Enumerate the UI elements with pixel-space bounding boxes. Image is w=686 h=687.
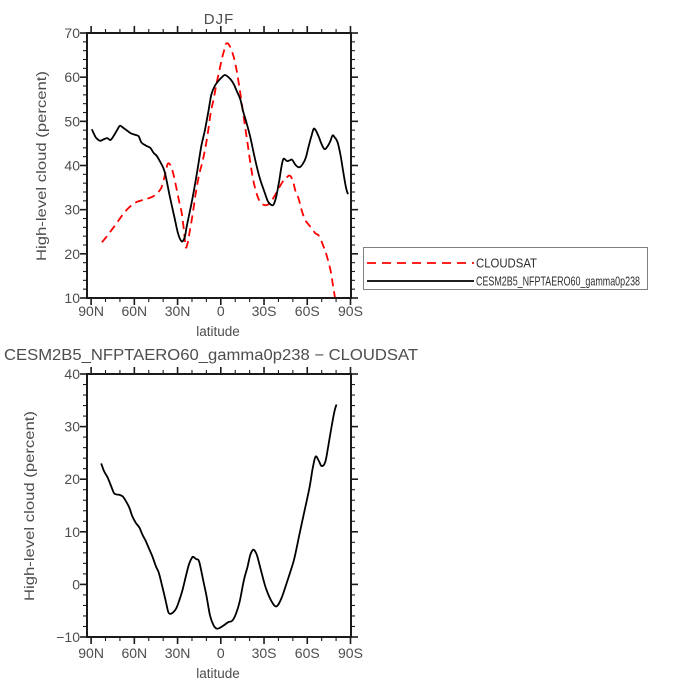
difference-curves <box>100 404 338 630</box>
djf-y-axis-label: High-level cloud (percent) <box>34 71 49 261</box>
legend-entry-model: CESM2B5_NFPTAERO60_gamma0p238 <box>476 274 640 289</box>
y-tick-label: 40 <box>64 366 80 382</box>
x-tick-label: 0 <box>217 645 225 661</box>
x-tick-label: 30N <box>165 645 191 661</box>
difference-axes: 90N 60N 30N 0 30S 60S 90S −10 0 10 20 30 40 <box>56 366 363 661</box>
x-tick-label: 60S <box>295 303 320 319</box>
x-tick-label: 30S <box>252 303 277 319</box>
legend-line-samples <box>367 262 474 282</box>
series-line-cesm2b5-nfptaero60-gamma0p238-minus-cloudsat <box>100 404 338 630</box>
djf-x-axis-label: latitude <box>196 324 240 339</box>
y-tick-label: 30 <box>64 202 80 218</box>
y-tick-label: 70 <box>64 25 80 41</box>
plot-frame <box>86 32 352 299</box>
x-tick-label: 60S <box>295 645 320 661</box>
x-tick-label: 90N <box>78 303 104 319</box>
y-tick-label: 20 <box>64 246 80 262</box>
y-tick-label: 60 <box>64 69 80 85</box>
legend-entry-cloudsat: CLOUDSAT <box>476 256 537 271</box>
x-tick-label: 90S <box>338 645 363 661</box>
x-tick-label: 30S <box>252 645 277 661</box>
y-tick-label: 10 <box>64 524 80 540</box>
difference-chart: CESM2B5_NFPTAERO60_gamma0p238 − CLOUDSAT… <box>4 347 419 681</box>
series-line-cesm2b5-nfptaero60-gamma0p238 <box>91 74 349 243</box>
y-tick-label: 0 <box>72 576 80 592</box>
djf-chart-title: DJF <box>204 11 235 28</box>
djf-axes: 90N 60N 30N 0 30S 60S 90S 10 20 30 40 50 60 70 <box>64 25 363 319</box>
difference-chart-title: CESM2B5_NFPTAERO60_gamma0p238 − CLOUDSAT <box>4 347 419 364</box>
plot-frame <box>86 373 352 638</box>
difference-y-axis-label: High-level cloud (percent) <box>22 411 37 601</box>
x-tick-label: 30N <box>165 303 191 319</box>
x-tick-label: 60N <box>121 645 147 661</box>
djf-chart: DJF High-level cloud (percent) latitude … <box>34 11 363 339</box>
x-tick-label: 0 <box>217 303 225 319</box>
x-tick-label: 90S <box>338 303 363 319</box>
y-tick-label: 20 <box>64 471 80 487</box>
y-tick-label: 30 <box>64 419 80 435</box>
x-tick-label: 90N <box>78 645 104 661</box>
series-line-cloudsat <box>101 42 336 298</box>
djf-curves <box>91 42 349 298</box>
y-tick-label: 50 <box>64 113 80 129</box>
legend-box: CLOUDSAT CESM2B5_NFPTAERO60_gamma0p238 <box>363 247 648 290</box>
y-tick-label: 10 <box>64 290 80 306</box>
difference-x-axis-label: latitude <box>196 666 240 681</box>
y-tick-label: −10 <box>56 629 80 645</box>
x-tick-label: 60N <box>121 303 147 319</box>
legend-border <box>363 247 648 290</box>
y-tick-label: 40 <box>64 158 80 174</box>
